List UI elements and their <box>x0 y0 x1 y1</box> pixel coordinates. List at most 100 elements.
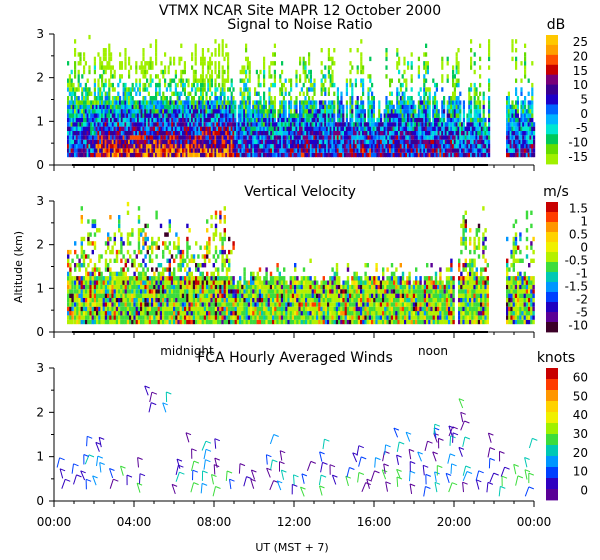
snr-cell <box>176 152 179 158</box>
snr-cell <box>117 113 120 118</box>
snr-cell <box>223 82 226 88</box>
snr-cell <box>219 109 222 114</box>
snr-cell <box>385 52 388 57</box>
snr-cell <box>390 100 393 105</box>
snr-cell <box>401 122 404 127</box>
snr-cell <box>88 113 91 118</box>
snr-cell <box>416 152 419 158</box>
velocity-cell <box>109 271 112 277</box>
snr-cell <box>520 91 523 96</box>
snr-cell <box>300 100 303 105</box>
velocity-cell <box>159 280 163 285</box>
snr-cell <box>450 144 453 149</box>
snr-cell <box>214 52 217 57</box>
snr-cell <box>77 61 80 66</box>
velocity-cell <box>74 284 77 290</box>
velocity-cell <box>126 276 130 281</box>
snr-cell <box>329 135 332 140</box>
snr-cell <box>452 82 455 88</box>
snr-cell <box>358 122 361 127</box>
snr-cell <box>421 152 424 158</box>
snr-cell <box>144 130 147 136</box>
snr-cell <box>70 152 73 158</box>
snr-cell <box>70 69 73 75</box>
velocity-cell <box>115 289 119 294</box>
snr-cell <box>261 104 264 110</box>
snr-cell <box>99 139 102 145</box>
snr-cell <box>329 109 332 114</box>
snr-cell <box>243 148 246 153</box>
velocity-cell <box>124 289 127 294</box>
velocity-cell <box>155 297 158 303</box>
snr-cell <box>473 87 476 92</box>
snr-cell <box>263 122 266 127</box>
velocity-cell <box>142 302 145 307</box>
snr-cell <box>331 61 334 66</box>
velocity-cell <box>170 254 174 259</box>
snr-cell <box>210 113 213 118</box>
snr-cell <box>484 148 487 153</box>
snr-cell <box>210 126 213 131</box>
snr-cell <box>230 78 233 83</box>
velocity-cell <box>135 254 138 259</box>
snr-cell <box>333 61 336 66</box>
snr-cell <box>396 96 399 101</box>
velocity-cell <box>131 280 134 285</box>
snr-cell <box>362 117 365 123</box>
snr-cell <box>488 43 491 48</box>
snr-cell <box>304 122 307 127</box>
snr-cell <box>308 122 311 127</box>
snr-cell <box>389 152 392 158</box>
velocity-cell <box>157 289 160 294</box>
snr-cell <box>345 91 348 96</box>
velocity-cell <box>142 311 145 316</box>
snr-cell <box>140 152 143 158</box>
snr-cell <box>405 152 408 158</box>
snr-cell <box>482 100 485 105</box>
velocity-cell <box>71 302 74 307</box>
snr-cell <box>479 109 482 114</box>
snr-cell <box>506 148 509 153</box>
velocity-cell <box>85 302 88 307</box>
velocity-cell <box>85 271 88 277</box>
velocity-cell <box>168 297 171 303</box>
snr-cell <box>138 104 141 110</box>
snr-cell <box>412 126 415 131</box>
snr-cell <box>104 135 107 140</box>
snr-cell <box>479 65 482 70</box>
snr-cell <box>448 152 451 158</box>
snr-cell <box>228 100 231 105</box>
snr-cell <box>255 91 258 96</box>
snr-cell <box>443 122 446 127</box>
snr-cell <box>138 87 141 92</box>
snr-cell <box>444 135 447 140</box>
snr-cell <box>306 122 309 127</box>
velocity-cell <box>80 284 83 290</box>
snr-cell <box>230 109 233 114</box>
snr-cell <box>349 117 352 123</box>
velocity-cell <box>137 289 141 294</box>
snr-cell <box>419 109 422 114</box>
velocity-cell <box>82 306 86 312</box>
snr-cell <box>151 135 154 140</box>
snr-cell <box>398 78 401 83</box>
snr-cell <box>461 148 464 153</box>
snr-cell <box>378 126 381 131</box>
velocity-cell <box>129 254 132 259</box>
snr-cell <box>72 87 75 92</box>
snr-cell <box>214 87 217 92</box>
snr-cell <box>426 152 429 158</box>
snr-cell <box>146 122 149 127</box>
snr-cell <box>515 104 518 110</box>
snr-cell <box>250 144 253 149</box>
snr-cell <box>164 122 167 127</box>
snr-cell <box>171 139 174 145</box>
velocity-cell <box>107 319 110 325</box>
snr-cell <box>398 91 401 96</box>
snr-cell <box>327 87 330 92</box>
snr-cell <box>365 126 368 131</box>
snr-cell <box>122 126 125 131</box>
snr-cell <box>371 82 374 88</box>
snr-cell <box>74 52 77 57</box>
snr-cell <box>354 135 357 140</box>
